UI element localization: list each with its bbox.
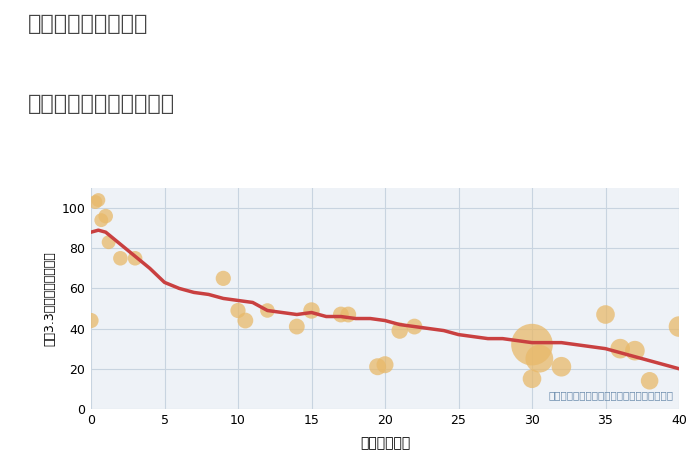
Point	[291, 323, 302, 330]
Point	[600, 311, 611, 318]
Point	[92, 196, 104, 204]
Point	[394, 327, 405, 334]
Point	[130, 255, 141, 262]
Point	[239, 317, 251, 324]
Point	[644, 377, 655, 384]
Point	[306, 307, 317, 314]
Point	[615, 345, 626, 352]
Point	[372, 363, 384, 370]
Point	[218, 274, 229, 282]
Point	[673, 323, 685, 330]
Point	[96, 216, 107, 224]
Text: 三重県桑名市友村の: 三重県桑名市友村の	[28, 14, 148, 34]
Point	[100, 212, 111, 220]
Point	[115, 255, 126, 262]
Point	[90, 198, 101, 206]
Text: 築年数別中古戸建て価格: 築年数別中古戸建て価格	[28, 94, 175, 114]
Point	[343, 311, 354, 318]
Point	[379, 361, 391, 368]
Point	[103, 238, 114, 246]
Point	[534, 355, 545, 362]
Point	[526, 375, 538, 383]
Point	[556, 363, 567, 370]
Point	[262, 307, 273, 314]
X-axis label: 築年数（年）: 築年数（年）	[360, 436, 410, 450]
Point	[409, 323, 420, 330]
Point	[85, 317, 97, 324]
Point	[335, 311, 346, 318]
Point	[526, 341, 538, 348]
Point	[232, 307, 244, 314]
Text: 円の大きさは、取引のあった物件面積を示す: 円の大きさは、取引のあった物件面積を示す	[548, 390, 673, 400]
Y-axis label: 坪（3.3㎡）単価（万円）: 坪（3.3㎡）単価（万円）	[43, 251, 56, 346]
Point	[629, 347, 641, 354]
